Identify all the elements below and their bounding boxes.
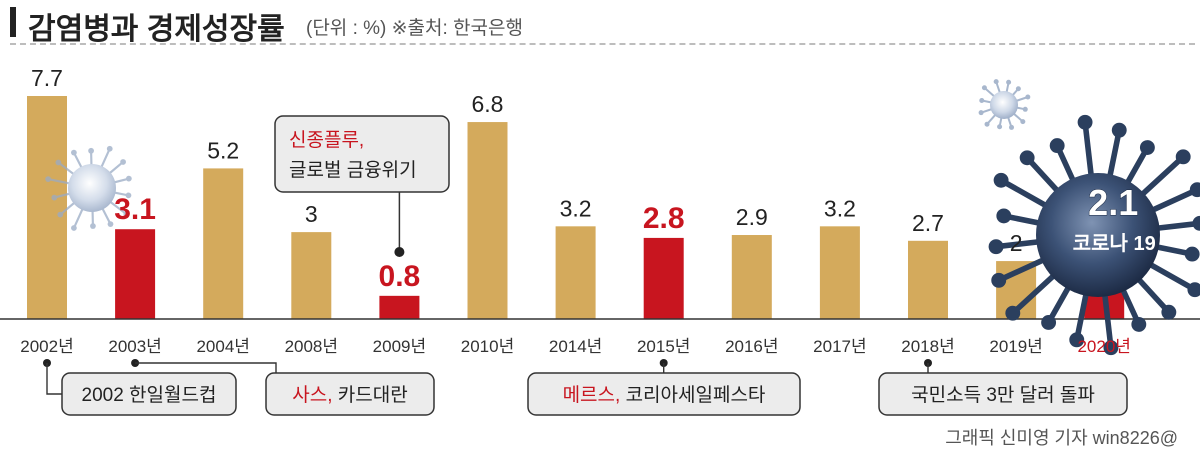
x-tick-label: 2004년 (196, 337, 249, 356)
value-label-2004년: 5.2 (207, 137, 239, 163)
bar-2016년 (732, 235, 772, 319)
bar-2008년 (291, 232, 331, 319)
bar-2017년 (820, 226, 860, 319)
value-label-2015년: 2.8 (643, 202, 685, 235)
event-label: 메르스, 코리아세일페스타 (563, 384, 766, 406)
event-box: 사스, 카드대란 (266, 373, 434, 415)
x-tick-label: 2009년 (373, 337, 426, 356)
event-label: 사스, 카드대란 (292, 384, 407, 406)
x-tick-label: 2020년 (1077, 337, 1130, 356)
x-tick-label: 2002년 (20, 337, 73, 356)
x-tick-label: 2015년 (637, 337, 690, 356)
bar-2004년 (203, 168, 243, 319)
value-label-2020년: 2.1 (1088, 182, 1138, 223)
bar-2018년 (908, 241, 948, 319)
event-label: 2002 한일월드컵 (82, 384, 217, 406)
bar-2010년 (468, 122, 508, 319)
value-label-2017년: 3.2 (824, 195, 856, 221)
flu-callout-line-2: 글로벌 금융위기 (289, 159, 417, 181)
bar-2003년 (115, 229, 155, 319)
value-label-2002년: 7.7 (31, 65, 63, 91)
bar-2014년 (556, 226, 596, 319)
flu-callout-line-1: 신종플루, (289, 129, 364, 151)
x-tick-label: 2019년 (989, 337, 1042, 356)
event-box: 2002 한일월드컵 (62, 373, 236, 415)
x-tick-label: 2017년 (813, 337, 866, 356)
bar-2015년 (644, 238, 684, 319)
x-tick-label: 2003년 (108, 337, 161, 356)
value-label-2009년: 0.8 (379, 260, 421, 293)
value-label-2008년: 3 (305, 201, 318, 227)
value-label-2014년: 3.2 (560, 195, 592, 221)
value-label-2016년: 2.9 (736, 204, 768, 230)
event-box: 메르스, 코리아세일페스타 (528, 373, 800, 415)
x-tick-label: 2014년 (549, 337, 602, 356)
bar-2009년 (379, 296, 419, 319)
covid-label: 코로나 19 (1073, 232, 1156, 255)
flu-callout-dot (394, 247, 404, 257)
value-label-2018년: 2.7 (912, 210, 944, 236)
tiny-virus-illustration (979, 79, 1031, 130)
value-label-2010년: 6.8 (472, 91, 504, 117)
x-tick-label: 2008년 (285, 337, 338, 356)
x-tick-label: 2010년 (461, 337, 514, 356)
bar-2002년 (27, 96, 67, 319)
event-box: 국민소득 3만 달러 돌파 (879, 373, 1127, 415)
graphic-credit: 그래픽 신미영 기자 win8226@ (945, 424, 1178, 450)
x-tick-label: 2016년 (725, 337, 778, 356)
value-label-2019년: 2 (1010, 230, 1023, 256)
value-label-2003년: 3.1 (114, 193, 156, 226)
event-label: 국민소득 3만 달러 돌파 (911, 384, 1095, 406)
x-tick-label: 2018년 (901, 337, 954, 356)
